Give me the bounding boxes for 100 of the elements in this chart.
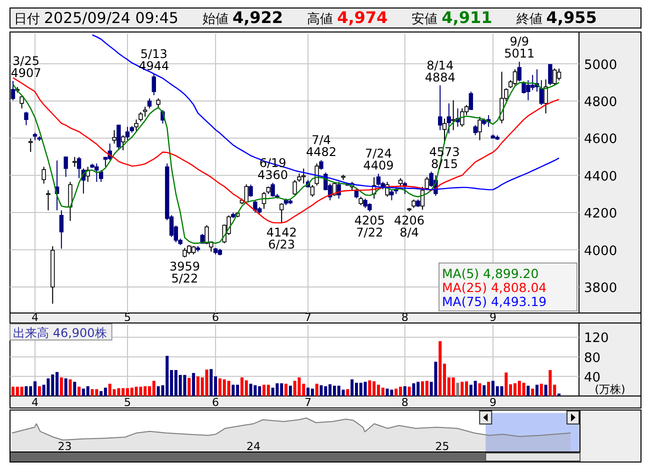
y-axis-title: (万株) bbox=[594, 383, 626, 396]
candlestick bbox=[530, 74, 535, 91]
bar bbox=[271, 388, 274, 396]
bar bbox=[474, 380, 477, 396]
bar bbox=[398, 386, 402, 396]
bar bbox=[134, 386, 138, 396]
text: 安値 4,911 bbox=[412, 8, 492, 27]
bar bbox=[78, 386, 81, 396]
annotation: 4205 7/22 bbox=[354, 214, 385, 240]
y-tick-label: 3800 bbox=[584, 280, 618, 296]
bar bbox=[386, 388, 389, 396]
annotation: 4142 6/23 bbox=[266, 225, 297, 252]
candlestick bbox=[142, 106, 148, 118]
candlestick bbox=[68, 181, 72, 222]
candlestick bbox=[468, 91, 474, 111]
bar bbox=[500, 386, 504, 396]
bar bbox=[315, 384, 318, 396]
bar bbox=[522, 382, 526, 396]
x-tick-label: 4 bbox=[32, 396, 39, 409]
y-tick-label: 4200 bbox=[584, 206, 618, 222]
candlestick bbox=[544, 78, 548, 114]
x-tick-label: 5 bbox=[124, 396, 131, 409]
candlestick bbox=[182, 247, 187, 258]
annotation: 出来高 46,900株 bbox=[13, 326, 107, 340]
candlestick bbox=[76, 156, 82, 179]
candlestick bbox=[512, 68, 518, 86]
bar bbox=[210, 369, 213, 396]
bar bbox=[192, 372, 196, 396]
bar bbox=[478, 383, 482, 396]
bar bbox=[139, 386, 142, 396]
candlestick bbox=[156, 98, 160, 109]
bar bbox=[381, 388, 384, 396]
x-tick-label: 6 bbox=[212, 396, 220, 409]
bar bbox=[20, 386, 24, 396]
candlestick bbox=[120, 134, 126, 151]
bar bbox=[188, 378, 191, 396]
candlestick bbox=[451, 100, 456, 131]
candlestick bbox=[248, 184, 253, 198]
candlestick bbox=[46, 190, 50, 211]
bar bbox=[310, 388, 314, 396]
bar bbox=[390, 390, 394, 396]
bar bbox=[276, 383, 279, 396]
candlestick bbox=[125, 126, 130, 141]
bar bbox=[548, 370, 552, 396]
bar bbox=[104, 388, 107, 396]
candlestick bbox=[59, 210, 64, 250]
annotation: 7/24 4409 bbox=[363, 146, 394, 173]
candlestick bbox=[112, 130, 116, 144]
bar bbox=[482, 385, 486, 396]
bar bbox=[460, 382, 464, 396]
candlestick bbox=[152, 74, 156, 96]
candlestick bbox=[376, 173, 381, 186]
y-tick-label: 5000 bbox=[584, 58, 618, 73]
bar bbox=[288, 386, 292, 396]
bar bbox=[320, 385, 323, 396]
bar bbox=[544, 384, 548, 396]
bar bbox=[117, 388, 120, 396]
candlestick bbox=[478, 116, 482, 141]
text: MA(75) 4,493.19 bbox=[442, 294, 547, 309]
bar bbox=[244, 380, 248, 396]
bar bbox=[456, 382, 460, 396]
annotation: 8/14 4884 bbox=[424, 58, 456, 84]
text: 日付 2025/09/24 09:45 bbox=[14, 9, 178, 27]
bar bbox=[156, 386, 160, 396]
candlestick bbox=[438, 84, 442, 131]
bar bbox=[95, 389, 98, 396]
text: 終値 4,955 bbox=[515, 8, 597, 27]
candlestick bbox=[24, 111, 28, 126]
bar bbox=[337, 386, 340, 396]
bar bbox=[232, 384, 235, 396]
text: 始値 4,922 bbox=[202, 8, 284, 27]
bar bbox=[284, 384, 288, 396]
y-tick-label: 4400 bbox=[584, 169, 618, 184]
bar bbox=[205, 370, 208, 396]
x-tick-label: 7 bbox=[304, 396, 312, 409]
bar bbox=[368, 380, 372, 396]
text: MA(25) 4,808.04 bbox=[442, 280, 547, 295]
y-tick-label: 4600 bbox=[584, 132, 618, 148]
y-tick-label: 4000 bbox=[584, 244, 618, 259]
x-tick-label: 23 bbox=[58, 440, 72, 453]
x-tick-label: 24 bbox=[246, 440, 260, 453]
bar bbox=[434, 362, 438, 396]
bar bbox=[249, 384, 252, 396]
bar bbox=[535, 384, 538, 396]
y-tick-label: 40 bbox=[584, 370, 601, 386]
bar bbox=[298, 377, 301, 396]
text: MA(5) 4,899.20 bbox=[442, 266, 539, 281]
y-tick-label: 120 bbox=[584, 331, 609, 346]
bar bbox=[342, 390, 345, 396]
bar bbox=[46, 378, 50, 396]
bar bbox=[306, 388, 310, 396]
candlestick bbox=[279, 202, 284, 224]
candlestick bbox=[556, 68, 562, 81]
bar bbox=[73, 382, 76, 396]
x-tick-label: 25 bbox=[435, 440, 450, 453]
candlestick bbox=[548, 64, 552, 86]
annotation: 7/4 4482 bbox=[306, 133, 336, 160]
candlestick bbox=[116, 124, 121, 151]
bar bbox=[504, 372, 508, 396]
annotation: 3959 5/22 bbox=[169, 259, 200, 286]
